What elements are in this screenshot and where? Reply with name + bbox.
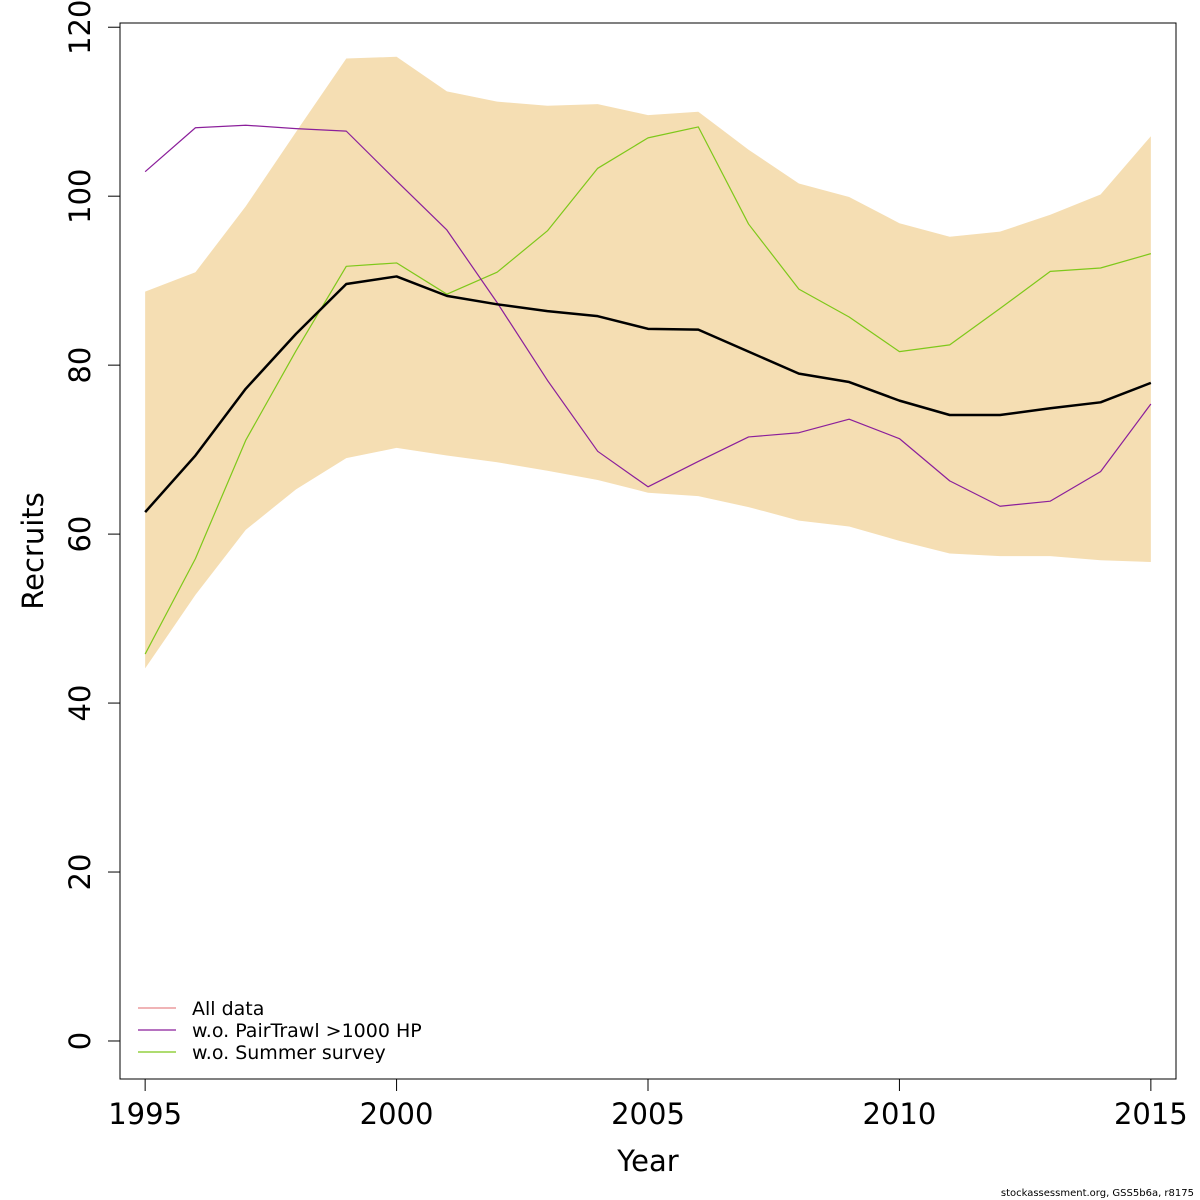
x-tick-label: 2005 — [611, 1097, 685, 1131]
y-axis-title: Recruits — [16, 492, 50, 609]
x-tick-label: 2010 — [863, 1097, 937, 1131]
y-tick-label: 0 — [63, 1032, 97, 1050]
series-layer — [144, 124, 1152, 655]
x-tick-label: 1995 — [108, 1097, 182, 1131]
y-tick-label: 20 — [63, 854, 97, 891]
y-tick-label: 100 — [63, 169, 97, 224]
confidence-band — [145, 56, 1151, 669]
y-tick-label: 60 — [63, 516, 97, 553]
legend-label-1: w.o. PairTrawl >1000 HP — [192, 1020, 422, 1042]
x-axis-title: Year — [616, 1144, 678, 1178]
legend-label-0: All data — [192, 998, 264, 1020]
y-tick-label: 40 — [63, 685, 97, 722]
confidence-band-layer — [145, 56, 1151, 669]
y-tick-label: 80 — [63, 347, 97, 384]
legend-label-2: w.o. Summer survey — [192, 1042, 386, 1064]
series-line-2 — [144, 126, 1152, 655]
series-line-1 — [144, 124, 1152, 507]
y-tick-label: 120 — [63, 0, 97, 55]
series-line-0 — [144, 275, 1152, 513]
x-tick-label: 2000 — [360, 1097, 434, 1131]
x-tick-label: 2015 — [1114, 1097, 1188, 1131]
y-axis: 0 20 40 60 80 100 120 — [63, 0, 121, 1050]
credit-text: stockassessment.org, GSS5b6a, r8175 — [1001, 1188, 1194, 1199]
x-axis: 1995 2000 2005 2010 2015 — [108, 1078, 1188, 1131]
